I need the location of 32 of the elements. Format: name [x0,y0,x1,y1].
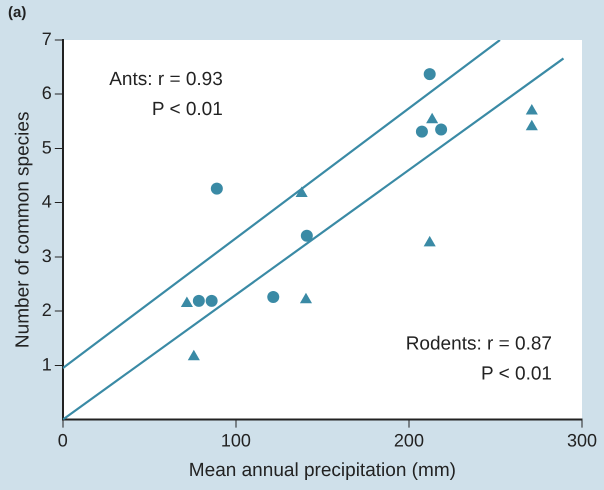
point [435,123,448,136]
point [206,294,218,307]
x-tick-label: 300 [566,430,598,450]
y-tick-label: 4 [42,192,52,212]
point [267,291,280,304]
point [526,120,538,130]
point [296,186,308,197]
x-tick-label: 0 [58,430,68,450]
y-tick-label: 3 [42,246,52,266]
y-tick-label: 6 [42,83,52,104]
annotation: Ants: r = 0.93 P < 0.01 [109,69,223,120]
point [188,350,200,360]
chart-title: (a) [8,4,26,21]
point [426,112,438,124]
x-tick-label: 200 [394,430,424,450]
point [192,294,205,307]
x-axis-title: Mean annual precipitation (mm) [188,460,456,481]
point [424,68,436,80]
y-tick-label: 2 [42,300,52,320]
y-tick-label: 7 [42,28,52,49]
point [300,230,313,242]
x-tick-label: 100 [220,430,251,450]
y-tick-label: 5 [42,137,52,158]
point [180,296,193,308]
point [416,126,428,138]
y-tick-label: 1 [42,354,52,374]
point [210,182,223,195]
point [424,236,436,246]
point [300,292,312,304]
point [526,104,538,115]
y-axis-title: Number of common species [12,112,34,348]
annotation: Rodents: r = 0.87 P < 0.01 [406,334,552,385]
